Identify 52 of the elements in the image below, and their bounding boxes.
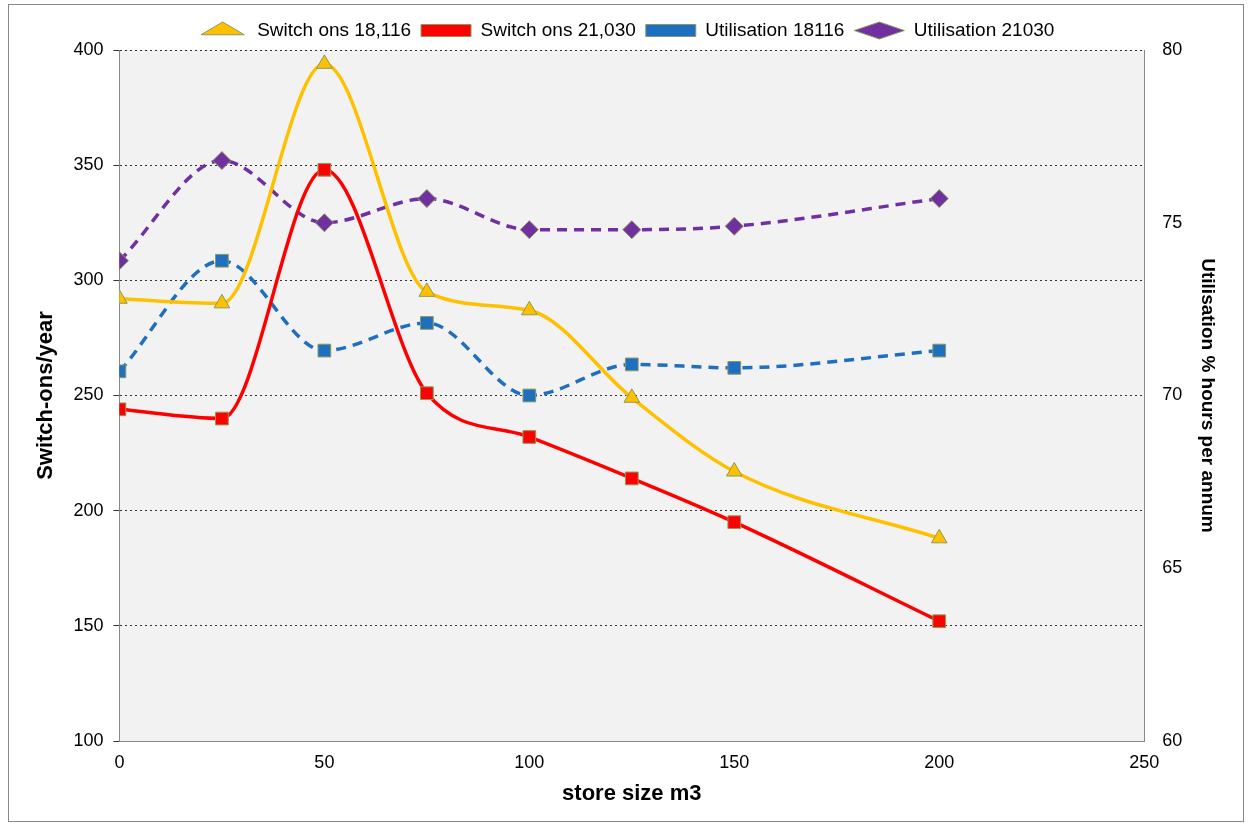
point bbox=[725, 462, 743, 477]
y2-tick-label: 75 bbox=[1162, 211, 1183, 232]
legend-label: Switch ons 21,030 bbox=[480, 18, 636, 40]
point bbox=[317, 343, 332, 358]
x-tick-label: 150 bbox=[719, 751, 750, 772]
point bbox=[932, 343, 947, 358]
point bbox=[624, 471, 639, 486]
x-axis-title: store size m3 bbox=[562, 779, 702, 805]
point bbox=[212, 151, 232, 171]
y-tick-label: 200 bbox=[73, 499, 104, 520]
point bbox=[213, 293, 231, 309]
point bbox=[727, 361, 742, 375]
point bbox=[522, 388, 537, 403]
y2-axis-title: Utilisation % hours per annum bbox=[1198, 258, 1220, 533]
y2-tick-label: 60 bbox=[1162, 729, 1183, 750]
point bbox=[522, 430, 537, 444]
x-tick-label: 50 bbox=[314, 751, 335, 772]
point bbox=[417, 189, 437, 209]
point bbox=[419, 316, 434, 330]
point bbox=[418, 282, 436, 297]
point bbox=[932, 614, 947, 629]
point bbox=[624, 357, 639, 372]
point bbox=[317, 162, 332, 177]
y-tick-label: 350 bbox=[73, 154, 104, 175]
point bbox=[519, 220, 539, 240]
y-tick-label: 150 bbox=[73, 614, 104, 635]
point bbox=[521, 300, 538, 316]
y-tick-label: 100 bbox=[73, 729, 104, 750]
x-tick-label: 100 bbox=[514, 751, 545, 772]
legend-label: Utilisation 18116 bbox=[705, 18, 845, 40]
y-tick-label: 300 bbox=[73, 269, 104, 290]
point bbox=[316, 54, 333, 69]
point bbox=[929, 189, 949, 209]
point bbox=[622, 220, 642, 240]
point bbox=[215, 411, 229, 426]
legend-label: Utilisation 21030 bbox=[913, 18, 1055, 40]
x-tick-label: 250 bbox=[1129, 751, 1160, 772]
y2-tick-label: 80 bbox=[1162, 38, 1183, 59]
y-axis-title: Switch-ons/year bbox=[32, 310, 58, 480]
legend-label: Switch ons 18,116 bbox=[257, 18, 412, 40]
x-tick-label: 0 bbox=[114, 751, 125, 772]
point bbox=[724, 216, 744, 236]
y2-tick-label: 65 bbox=[1162, 557, 1183, 578]
point bbox=[314, 213, 334, 233]
x-tick-label: 200 bbox=[924, 751, 955, 772]
point bbox=[623, 388, 641, 403]
y-tick-label: 250 bbox=[73, 384, 104, 405]
point bbox=[215, 253, 229, 268]
y-tick-label: 400 bbox=[73, 38, 104, 59]
point bbox=[419, 386, 434, 401]
point bbox=[727, 515, 742, 530]
y2-tick-label: 70 bbox=[1162, 384, 1183, 405]
